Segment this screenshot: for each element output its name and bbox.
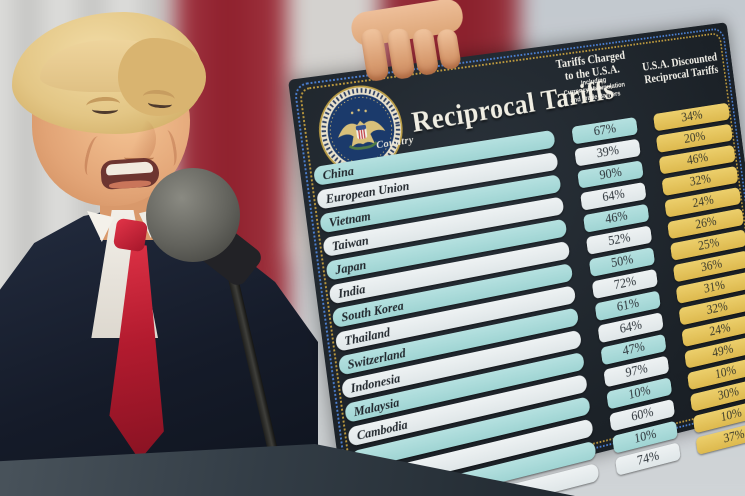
tariff-board: Reciprocal Tariffs Tariffs Charged to th… [288,22,745,496]
microphone-windscreen [146,168,240,262]
country-label: Vietnam [327,207,372,230]
finger [435,27,462,71]
presidential-seal-icon [313,79,409,181]
country-label: India [337,280,367,301]
country-label: Japan [334,256,367,277]
hair-sweep [118,38,206,116]
tariff-rows: China 67% 34% European Union 39% 20% Vietnam 90… [313,102,745,496]
country-label: Taiwan [331,231,370,254]
left-eye [92,105,118,114]
country-label: China [321,162,355,183]
